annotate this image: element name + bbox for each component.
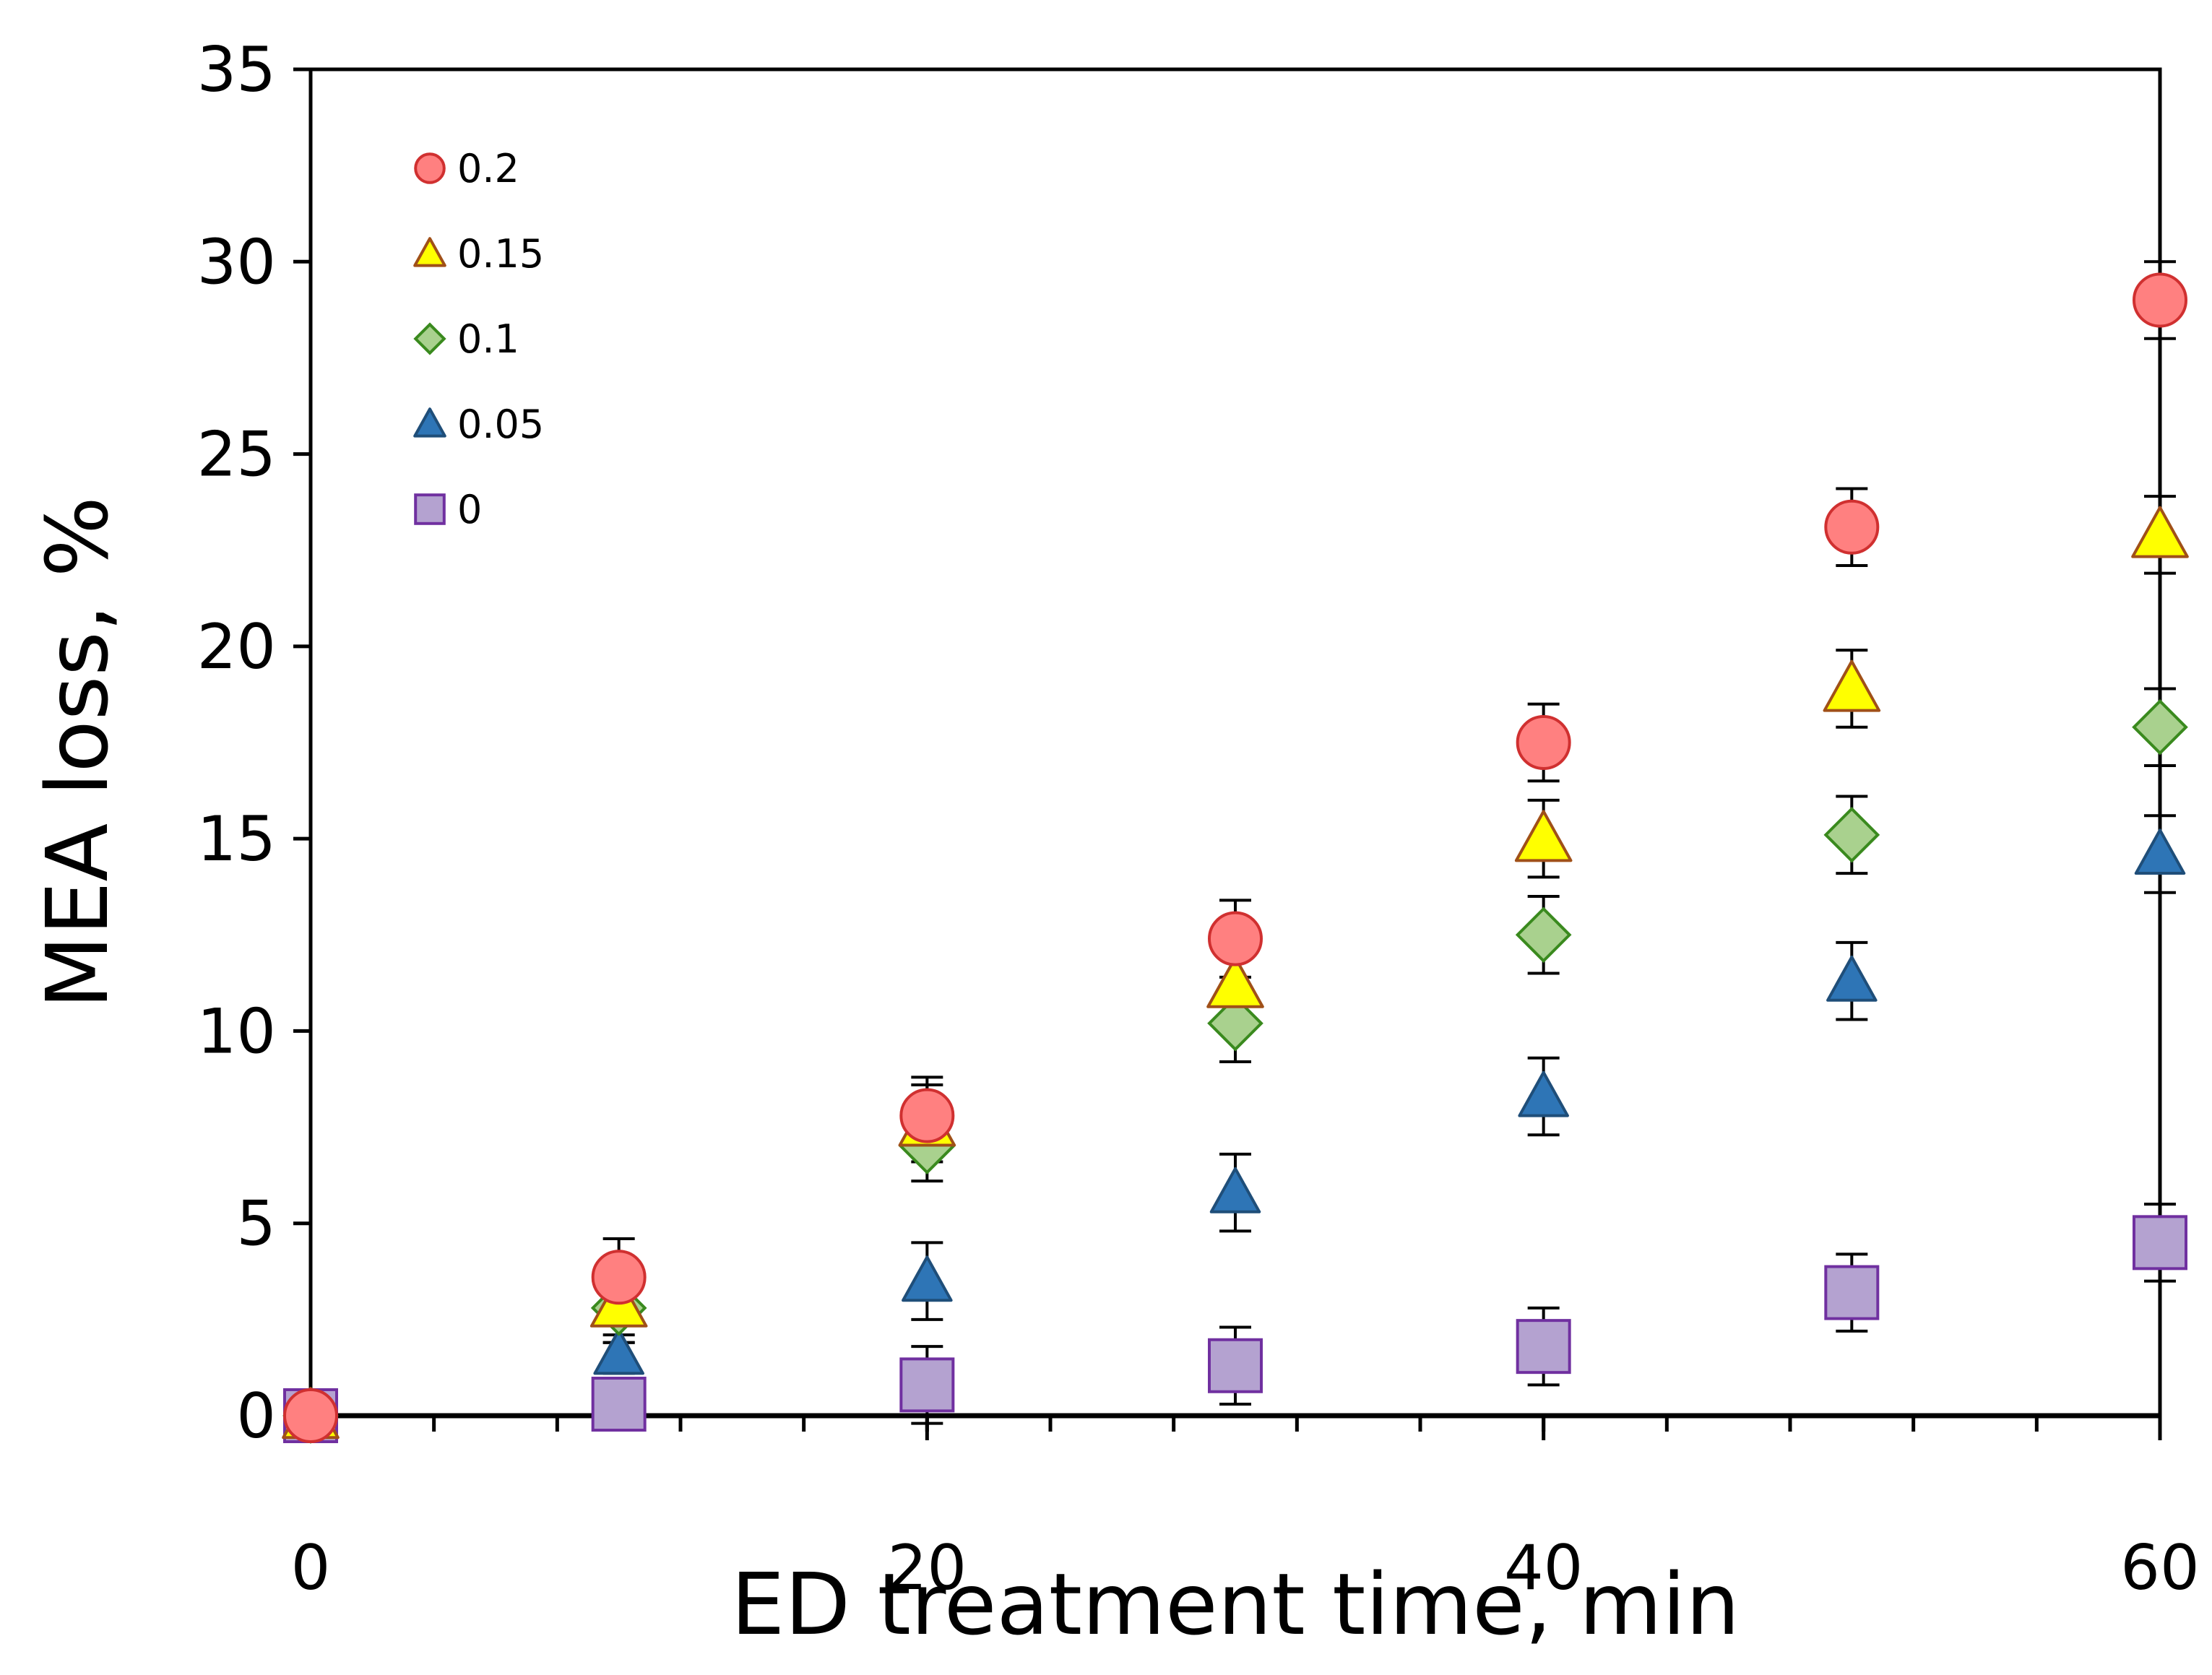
legend-marker <box>413 322 446 355</box>
y-tick-label: 35 <box>197 34 276 106</box>
data-point-series-0_05 <box>2134 828 2186 875</box>
x-tick-label: 0 <box>291 1532 331 1604</box>
data-point-series-0_2 <box>591 1250 647 1305</box>
data-points <box>282 272 2189 1444</box>
y-tick-label: 5 <box>236 1188 276 1260</box>
data-point-series-0_2 <box>899 1088 955 1143</box>
legend-label: 0.1 <box>457 316 519 362</box>
data-point-series-0_2 <box>1208 911 1263 966</box>
legend-marker <box>414 152 446 184</box>
legend-label: 0.15 <box>457 231 544 277</box>
x-tick-label: 60 <box>2120 1532 2199 1604</box>
y-axis-title: MEA loss, % <box>27 496 127 1009</box>
y-tick-label: 10 <box>197 995 276 1068</box>
y-tick-label: 0 <box>236 1380 276 1453</box>
legend-label: 0 <box>457 487 482 532</box>
legend-marker <box>414 493 446 525</box>
x-tick-label: 20 <box>888 1532 967 1604</box>
data-point-series-0 <box>2133 1215 2187 1271</box>
data-point-series-0_05 <box>593 1328 644 1375</box>
data-point-series-0 <box>591 1377 647 1432</box>
y-tick-label: 30 <box>197 226 276 298</box>
data-point-series-0 <box>1824 1265 1880 1320</box>
data-point-series-0_2 <box>1516 715 1571 770</box>
data-point-series-0_1 <box>1207 995 1263 1052</box>
data-point-series-0_05 <box>1518 1070 1569 1117</box>
data-point-series-0_05 <box>902 1255 953 1302</box>
data-point-series-0_15 <box>1206 956 1264 1008</box>
axes: 0 5 10 15 20 25 30 35 0 20 40 60 <box>197 34 2200 1604</box>
data-point-series-0_2 <box>1824 499 1880 555</box>
data-point-series-0 <box>1208 1338 1263 1393</box>
data-point-series-0 <box>899 1357 955 1413</box>
data-point-series-0_05 <box>1826 955 1878 1002</box>
data-point-series-0_15 <box>2131 506 2189 558</box>
data-point-series-0_2 <box>2133 272 2187 328</box>
legend-label: 0.05 <box>457 402 544 447</box>
legend: 0.2 0.15 0.1 0.05 0 <box>413 146 544 532</box>
y-tick-label: 25 <box>197 419 276 491</box>
legend-marker <box>413 237 446 267</box>
data-point-series-0_1 <box>2132 698 2188 756</box>
x-tick-label: 40 <box>1504 1532 1583 1604</box>
data-point-series-0_2 <box>283 1388 338 1443</box>
y-tick-label: 15 <box>197 803 276 875</box>
error-bars <box>602 260 2176 1425</box>
legend-marker <box>413 407 446 438</box>
data-point-series-0_05 <box>1209 1167 1261 1213</box>
data-point-series-0 <box>1516 1319 1571 1375</box>
y-tick-label: 20 <box>197 611 276 683</box>
data-point-series-0_15 <box>1823 659 1881 712</box>
data-point-series-0_1 <box>1823 806 1880 863</box>
x-axis-title: ED treatment time, min <box>731 1554 1740 1654</box>
data-point-series-0_15 <box>1514 810 1573 862</box>
legend-label: 0.2 <box>457 146 519 191</box>
data-point-series-0_1 <box>1515 906 1572 964</box>
